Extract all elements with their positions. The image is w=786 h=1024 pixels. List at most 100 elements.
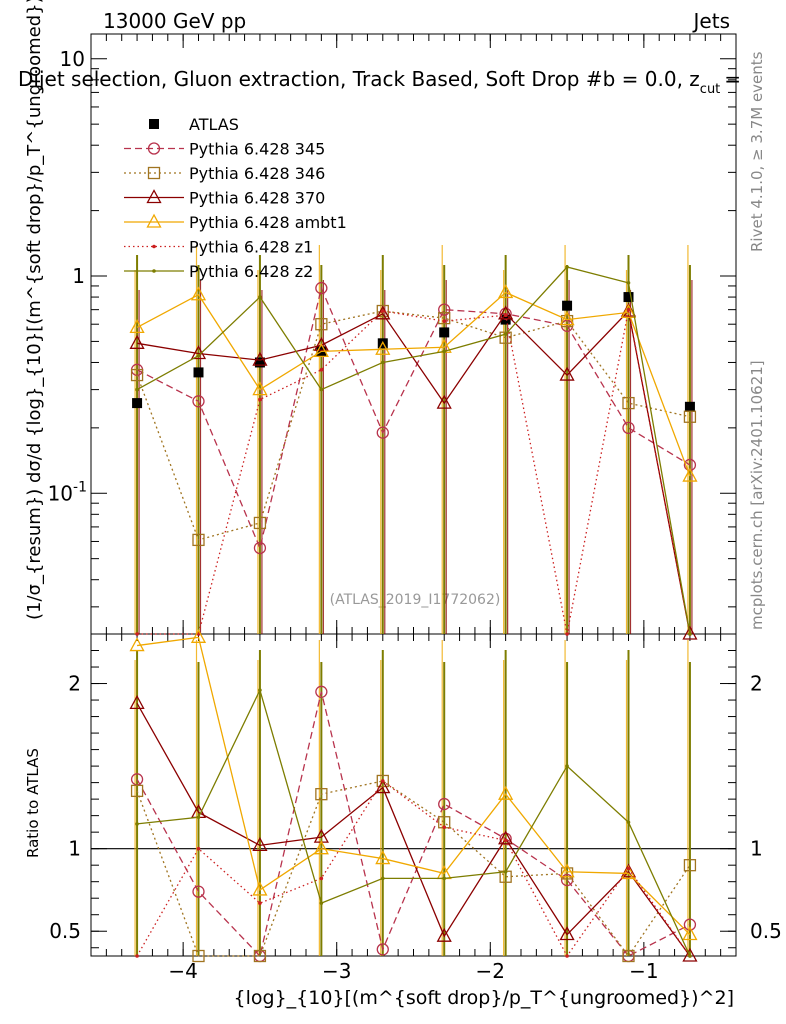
data-point-p370 <box>252 351 268 366</box>
ratio-series-lines <box>129 628 698 963</box>
ratio-point-z2 <box>442 876 447 881</box>
ratio-point-z1 <box>503 838 508 843</box>
ratio-line-z2 <box>137 688 691 957</box>
jets-label: Jets <box>692 9 730 33</box>
data-point-p345 <box>622 421 635 435</box>
plot-title-cut: cut <box>700 82 720 97</box>
data-point-data <box>684 401 695 412</box>
ratio-point-z1 <box>380 779 385 783</box>
data-point-z2 <box>319 387 324 392</box>
ratio-point-p346 <box>622 949 635 963</box>
ratio-point-p370 <box>682 947 698 962</box>
data-point-z2 <box>196 353 201 358</box>
data-point-z2 <box>565 265 569 269</box>
y-tick-label: 10 <box>60 47 85 71</box>
data-point-ambt1 <box>559 311 575 326</box>
ratio-point-z2 <box>196 815 201 820</box>
ratio-point-z2 <box>258 688 262 692</box>
y-tick-label: 1 <box>72 264 85 288</box>
data-point-p370 <box>375 305 391 320</box>
rivet-label: Rivet 4.1.0, ≥ 3.7M events <box>748 51 766 252</box>
plot-title-main: Dijet selection, Gluon extraction, Track… <box>18 67 700 91</box>
ratio-line-z1 <box>136 780 691 958</box>
data-point-ambt1 <box>190 286 207 301</box>
ratio-point-p370 <box>436 927 452 942</box>
data-point-z1 <box>380 309 385 313</box>
ratio-tick-label-right: 1 <box>750 837 763 861</box>
ratio-point-p345 <box>683 918 697 931</box>
data-point-p345 <box>315 281 328 295</box>
ratio-point-z1 <box>135 954 139 958</box>
ratio-point-z1 <box>626 866 631 871</box>
data-point-z1 <box>565 632 569 636</box>
legend-label-data: ATLAS <box>189 115 239 134</box>
ratio-point-p345 <box>315 685 328 698</box>
legend-label-p345: Pythia 6.428 345 <box>189 140 325 159</box>
ratio-point-z1 <box>196 846 201 851</box>
data-point-data <box>254 357 265 368</box>
data-point-data <box>623 292 634 303</box>
ratio-point-z2 <box>319 901 324 905</box>
legend: ATLAS Pythia 6.428 345 Pythia 6.428 346 Pyt… <box>124 115 347 281</box>
ratio-point-p346 <box>683 859 697 872</box>
data-point-z2 <box>503 332 508 336</box>
data-point-p345 <box>253 541 267 555</box>
legend-label-p370: Pythia 6.428 370 <box>189 189 325 208</box>
data-point-p346 <box>438 311 451 325</box>
data-point-data <box>439 327 450 338</box>
ratio-tick-label-right: 2 <box>750 672 763 696</box>
plot-title: Dijet selection, Gluon extraction, Track… <box>18 67 741 97</box>
data-point-ambt1 <box>620 304 637 319</box>
x-tick-label: −1 <box>629 959 658 983</box>
series-line-p345 <box>136 285 691 551</box>
series-line-p346 <box>136 310 691 541</box>
ratio-plot-frame <box>90 633 737 957</box>
main-plot-frame <box>90 33 737 635</box>
ratio-point-p345 <box>438 797 451 811</box>
ratio-point-z2 <box>380 876 385 881</box>
mcplots-label: mcplots.cern.ch [arXiv:2401.10621] <box>748 360 766 630</box>
legend-marker-p346 <box>147 166 161 180</box>
ratio-point-p370 <box>252 836 268 852</box>
ratio-point-z1 <box>319 876 324 881</box>
legend-label-p346: Pythia 6.428 346 <box>189 164 325 183</box>
data-point-p346 <box>622 396 635 410</box>
data-point-p370 <box>620 302 637 317</box>
ratio-point-p370 <box>498 830 514 845</box>
data-point-z2 <box>688 632 692 636</box>
data-point-ambt1 <box>375 340 391 355</box>
y-tick-label: 10-1 <box>48 479 87 505</box>
ratio-line-ambt1 <box>136 636 691 935</box>
data-point-p370 <box>498 305 514 320</box>
legend-marker-p370 <box>146 189 162 204</box>
ratio-point-ambt1 <box>559 863 575 878</box>
ratio-point-z2 <box>626 820 631 825</box>
legend-label-z1: Pythia 6.428 z1 <box>189 238 313 257</box>
data-point-p345 <box>192 395 205 408</box>
data-point-ambt1 <box>129 319 145 334</box>
x-axis-title: {log}_{10}[(m^{soft drop}/p_T^{ungroomed… <box>234 987 734 1009</box>
legend-marker-ambt1 <box>146 213 162 228</box>
ratio-point-ambt1 <box>190 628 207 643</box>
axis-ticks: −4 −3 −2 −1 10-1 1 10 0.5 0.5 1 1 2 2 <box>48 34 782 983</box>
data-point-p346 <box>315 318 328 331</box>
data-point-z2 <box>626 281 631 285</box>
legend-marker-z1 <box>152 244 156 249</box>
ratio-tick-label: 1 <box>68 837 81 861</box>
ratio-point-p346 <box>130 784 144 798</box>
data-point-ambt1 <box>498 284 514 299</box>
data-point-ambt1 <box>682 467 698 482</box>
data-point-p346 <box>130 368 144 382</box>
data-point-z2 <box>380 360 385 365</box>
ratio-point-p345 <box>376 943 389 956</box>
ratio-point-ambt1 <box>682 926 698 941</box>
data-point-z1 <box>626 307 631 312</box>
ratio-tick-label: 2 <box>68 672 81 696</box>
plot-title-tail: = <box>724 67 741 91</box>
ratio-point-ambt1 <box>252 881 268 896</box>
data-point-z1 <box>503 313 508 318</box>
data-point-data <box>562 300 573 311</box>
data-point-p370 <box>559 366 575 381</box>
ratio-point-z2 <box>688 954 692 958</box>
data-point-p346 <box>683 410 697 423</box>
